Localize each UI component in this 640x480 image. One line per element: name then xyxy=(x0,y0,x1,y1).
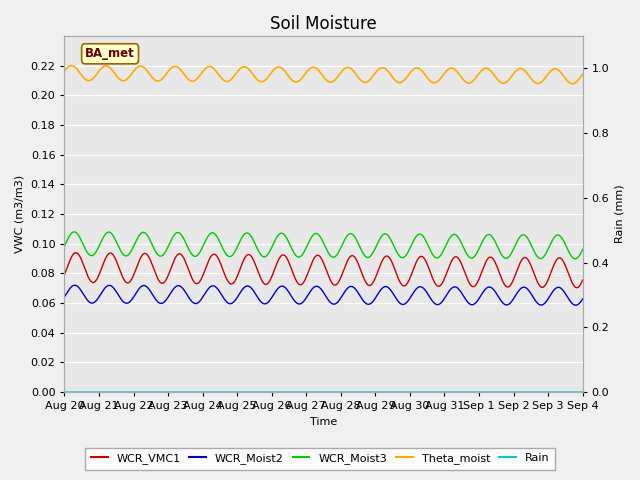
Y-axis label: VWC (m3/m3): VWC (m3/m3) xyxy=(15,175,25,253)
Text: BA_met: BA_met xyxy=(85,48,135,60)
WCR_Moist2 xyxy=(572,302,579,308)
Rain xyxy=(61,389,68,395)
Theta_moist xyxy=(579,72,586,77)
WCR_Moist3 xyxy=(564,247,572,253)
Y-axis label: Rain (mm): Rain (mm) xyxy=(615,185,625,243)
WCR_Moist2 xyxy=(87,300,95,306)
X-axis label: Time: Time xyxy=(310,417,337,427)
WCR_Moist2 xyxy=(564,295,572,300)
Legend: WCR_VMC1, WCR_Moist2, WCR_Moist3, Theta_moist, Rain: WCR_VMC1, WCR_Moist2, WCR_Moist3, Theta_… xyxy=(85,448,555,469)
WCR_Moist3 xyxy=(299,251,307,257)
WCR_VMC1 xyxy=(564,268,572,274)
Rain xyxy=(312,389,320,395)
WCR_Moist3 xyxy=(579,246,586,252)
Rain xyxy=(468,389,476,395)
Rain xyxy=(564,389,572,395)
WCR_VMC1 xyxy=(61,272,68,277)
WCR_Moist2 xyxy=(564,294,572,300)
WCR_Moist3 xyxy=(313,230,321,236)
WCR_Moist2 xyxy=(579,296,586,302)
WCR_Moist3 xyxy=(469,255,477,261)
Line: WCR_VMC1: WCR_VMC1 xyxy=(65,252,582,288)
Theta_moist xyxy=(313,66,321,72)
WCR_VMC1 xyxy=(72,250,80,255)
Title: Soil Moisture: Soil Moisture xyxy=(270,15,377,33)
WCR_Moist3 xyxy=(61,243,68,249)
WCR_VMC1 xyxy=(299,280,307,286)
Rain xyxy=(299,389,307,395)
WCR_VMC1 xyxy=(564,269,572,275)
Line: WCR_Moist2: WCR_Moist2 xyxy=(65,285,582,305)
WCR_VMC1 xyxy=(87,279,95,285)
WCR_Moist2 xyxy=(313,283,321,289)
WCR_Moist2 xyxy=(61,294,68,300)
Theta_moist xyxy=(564,78,572,84)
Theta_moist xyxy=(299,74,307,80)
WCR_Moist2 xyxy=(299,299,307,305)
Theta_moist xyxy=(469,78,477,84)
WCR_Moist2 xyxy=(71,282,79,288)
WCR_VMC1 xyxy=(313,252,321,258)
Rain xyxy=(87,389,95,395)
WCR_Moist2 xyxy=(469,302,477,308)
Rain xyxy=(579,389,586,395)
Theta_moist xyxy=(564,78,572,84)
Line: Theta_moist: Theta_moist xyxy=(65,66,582,84)
Line: WCR_Moist3: WCR_Moist3 xyxy=(65,232,582,259)
WCR_Moist3 xyxy=(564,246,572,252)
Theta_moist xyxy=(568,81,576,86)
WCR_Moist3 xyxy=(70,229,78,235)
Rain xyxy=(564,389,572,395)
WCR_Moist3 xyxy=(572,256,579,262)
Theta_moist xyxy=(61,68,68,74)
Theta_moist xyxy=(87,77,95,83)
WCR_VMC1 xyxy=(579,277,586,283)
WCR_Moist3 xyxy=(87,253,95,259)
WCR_VMC1 xyxy=(469,284,477,289)
WCR_VMC1 xyxy=(573,285,580,290)
Theta_moist xyxy=(68,63,76,69)
